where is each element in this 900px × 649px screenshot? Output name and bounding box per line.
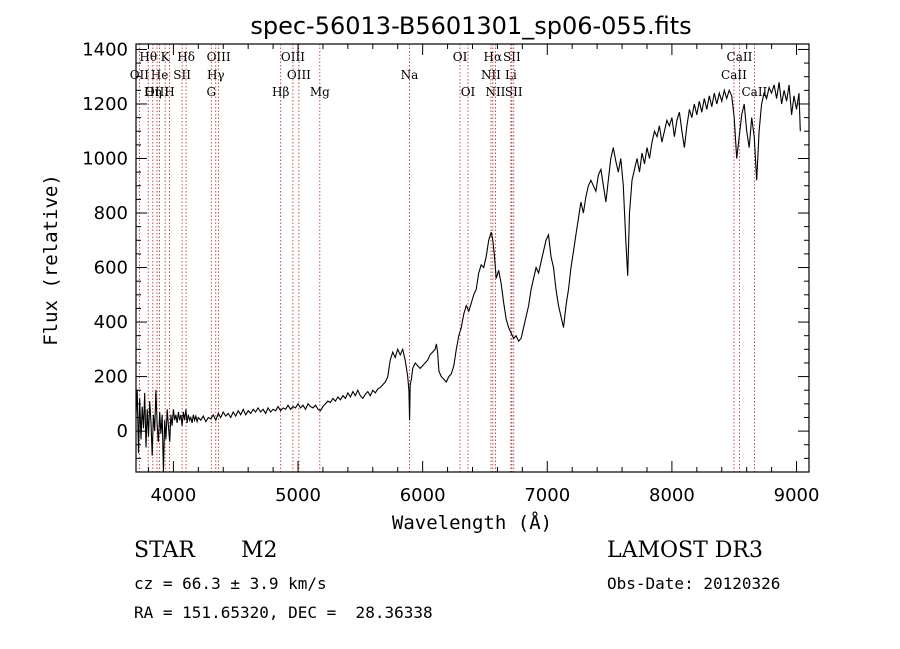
spectral-line-label: G bbox=[206, 85, 216, 99]
spectral-line-label: OIII bbox=[281, 50, 305, 64]
y-tick-label: 0 bbox=[117, 421, 128, 442]
spectral-line-label: SII bbox=[173, 68, 191, 82]
y-tick-label: 400 bbox=[94, 312, 128, 333]
y-tick-label: 1000 bbox=[82, 148, 128, 169]
spectral-line-label: Mg bbox=[310, 85, 330, 99]
y-axis-ticks: 0 200 400 600 800 1000 1200 1400 bbox=[82, 39, 809, 459]
spectral-line-label: OI bbox=[453, 50, 468, 64]
spectral-line-label: H bbox=[164, 85, 174, 99]
spectral-line-label: OIII bbox=[207, 50, 231, 64]
spectral-line-label: CaII bbox=[721, 68, 747, 82]
survey-label: LAMOST DR3 bbox=[607, 538, 763, 563]
x-tick-label: 4000 bbox=[150, 485, 196, 506]
x-axis-label: Wavelength (Å) bbox=[392, 511, 552, 534]
subclass-label: M2 bbox=[241, 538, 278, 563]
spectral-line-label: Na bbox=[401, 68, 419, 82]
object-class-label: STAR bbox=[134, 538, 195, 563]
x-tick-label: 9000 bbox=[774, 485, 820, 506]
spectral-line-label: OIII bbox=[287, 68, 311, 82]
spectral-line-label: OII bbox=[130, 68, 150, 82]
x-tick-label: 8000 bbox=[649, 485, 695, 506]
spectral-line-label: Hγ bbox=[207, 68, 225, 82]
x-tick-label: 7000 bbox=[524, 485, 570, 506]
spectral-line-label: CaII bbox=[741, 85, 767, 99]
chart-title: spec-56013-B5601301_sp06-055.fits bbox=[250, 12, 691, 40]
y-axis-label: Flux (relative) bbox=[40, 174, 62, 346]
spectral-line-label: OI bbox=[461, 85, 476, 99]
spectral-line-label: SII bbox=[505, 85, 523, 99]
spectral-line-label: He bbox=[151, 68, 169, 82]
x-axis-ticks: 4000 5000 6000 7000 8000 9000 bbox=[147, 44, 820, 506]
spectral-line-label: Hα bbox=[484, 50, 503, 64]
plot-frame bbox=[135, 43, 810, 473]
y-tick-label: 1400 bbox=[82, 39, 128, 60]
spectral-line-label: Hβ bbox=[272, 85, 289, 99]
spectral-line-markers: Hθ OII OIII K He Hη SII H Hδ OIII Hγ G Hβ OIII OIII Mg N… bbox=[130, 44, 768, 472]
spectral-line-label: K bbox=[161, 50, 171, 64]
coordinates-label: RA = 151.65320, DEC = 28.36338 bbox=[134, 603, 433, 622]
y-tick-label: 800 bbox=[94, 203, 128, 224]
obs-date-label: Obs-Date: 20120326 bbox=[607, 574, 781, 593]
spectral-line-label: NII bbox=[485, 85, 505, 99]
redshift-label: cz = 66.3 ± 3.9 km/s bbox=[134, 574, 327, 593]
spectral-line-label: OIII bbox=[145, 85, 169, 99]
spectral-line-label: NII bbox=[481, 68, 501, 82]
spectral-line-label: Hδ bbox=[177, 50, 195, 64]
y-tick-label: 600 bbox=[94, 258, 128, 279]
x-tick-label: 6000 bbox=[400, 485, 446, 506]
spectral-line-label: Li bbox=[505, 68, 517, 82]
spectral-line-label: Hη bbox=[144, 85, 162, 99]
spectral-line-label: SII bbox=[503, 50, 521, 64]
x-tick-label: 5000 bbox=[275, 485, 321, 506]
spectral-line-label: CaII bbox=[727, 50, 753, 64]
spectrum-series-line bbox=[135, 82, 801, 473]
spectral-line-label: Hθ bbox=[139, 50, 157, 64]
y-tick-label: 1200 bbox=[82, 94, 128, 115]
y-tick-label: 200 bbox=[94, 367, 128, 388]
